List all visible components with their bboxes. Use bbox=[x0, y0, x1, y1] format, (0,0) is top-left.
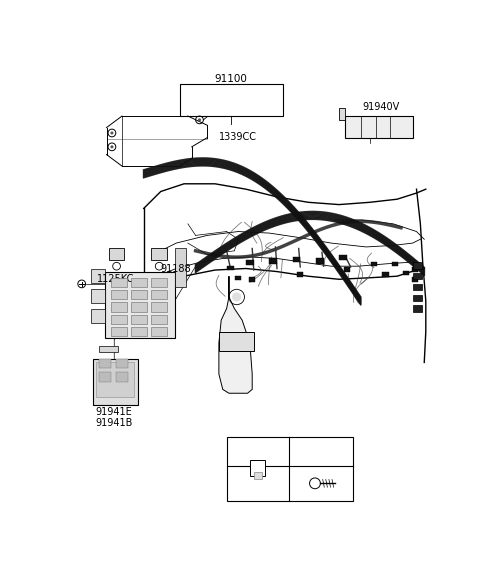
Circle shape bbox=[232, 292, 241, 301]
Bar bbox=[413, 294, 422, 301]
Bar bbox=[227, 437, 353, 501]
Circle shape bbox=[110, 146, 113, 148]
Bar bbox=[99, 346, 118, 353]
Bar bbox=[413, 306, 422, 311]
Bar bbox=[111, 315, 127, 324]
Bar bbox=[111, 290, 127, 299]
Bar bbox=[96, 363, 133, 397]
Polygon shape bbox=[219, 276, 252, 393]
Bar bbox=[228, 266, 234, 270]
Bar bbox=[132, 303, 147, 311]
Bar bbox=[152, 303, 167, 311]
Text: 91940V: 91940V bbox=[362, 102, 399, 112]
Bar bbox=[339, 108, 345, 120]
Bar bbox=[105, 272, 175, 338]
Bar bbox=[403, 271, 409, 275]
Text: 95220G: 95220G bbox=[239, 445, 277, 455]
Text: 91100: 91100 bbox=[214, 74, 247, 84]
Bar bbox=[297, 272, 303, 277]
Bar bbox=[250, 460, 265, 475]
Bar bbox=[109, 249, 124, 260]
Bar bbox=[175, 249, 186, 287]
Bar bbox=[292, 257, 300, 262]
Bar bbox=[132, 278, 147, 287]
Bar bbox=[269, 258, 277, 264]
Bar bbox=[249, 277, 255, 282]
Bar bbox=[91, 309, 105, 323]
Bar bbox=[371, 261, 377, 266]
Bar bbox=[91, 289, 105, 303]
Circle shape bbox=[110, 132, 113, 134]
Text: 1125KC: 1125KC bbox=[97, 274, 134, 284]
Bar bbox=[344, 267, 350, 272]
Bar bbox=[152, 278, 167, 287]
Bar bbox=[132, 315, 147, 324]
Bar bbox=[132, 290, 147, 299]
Bar bbox=[392, 261, 398, 266]
Bar bbox=[111, 278, 127, 287]
Bar bbox=[383, 272, 389, 277]
Text: 1339CC: 1339CC bbox=[219, 132, 257, 142]
Text: 91188: 91188 bbox=[161, 264, 192, 274]
Text: 1141AE: 1141AE bbox=[302, 445, 340, 455]
Bar bbox=[111, 303, 127, 311]
Bar bbox=[254, 472, 262, 480]
Polygon shape bbox=[219, 332, 254, 351]
Bar bbox=[413, 273, 422, 279]
Bar bbox=[132, 327, 147, 336]
Bar bbox=[93, 359, 137, 405]
Bar bbox=[99, 372, 111, 382]
Bar bbox=[180, 84, 283, 116]
Bar bbox=[316, 258, 324, 264]
Bar bbox=[116, 372, 128, 382]
Bar bbox=[111, 327, 127, 336]
Bar bbox=[99, 359, 111, 368]
Bar bbox=[412, 277, 418, 282]
Bar bbox=[412, 267, 418, 272]
Bar bbox=[152, 290, 167, 299]
Bar bbox=[152, 327, 167, 336]
Bar bbox=[235, 276, 241, 280]
Bar bbox=[339, 255, 347, 260]
Bar bbox=[152, 315, 167, 324]
Bar bbox=[91, 269, 105, 283]
Text: 91941B: 91941B bbox=[96, 417, 133, 428]
Bar bbox=[345, 116, 413, 137]
Text: 91941E: 91941E bbox=[96, 407, 132, 417]
Bar bbox=[152, 249, 167, 260]
Bar bbox=[116, 359, 128, 368]
Bar bbox=[246, 260, 254, 265]
Bar bbox=[413, 262, 422, 268]
Bar bbox=[413, 284, 422, 290]
Circle shape bbox=[198, 118, 201, 122]
